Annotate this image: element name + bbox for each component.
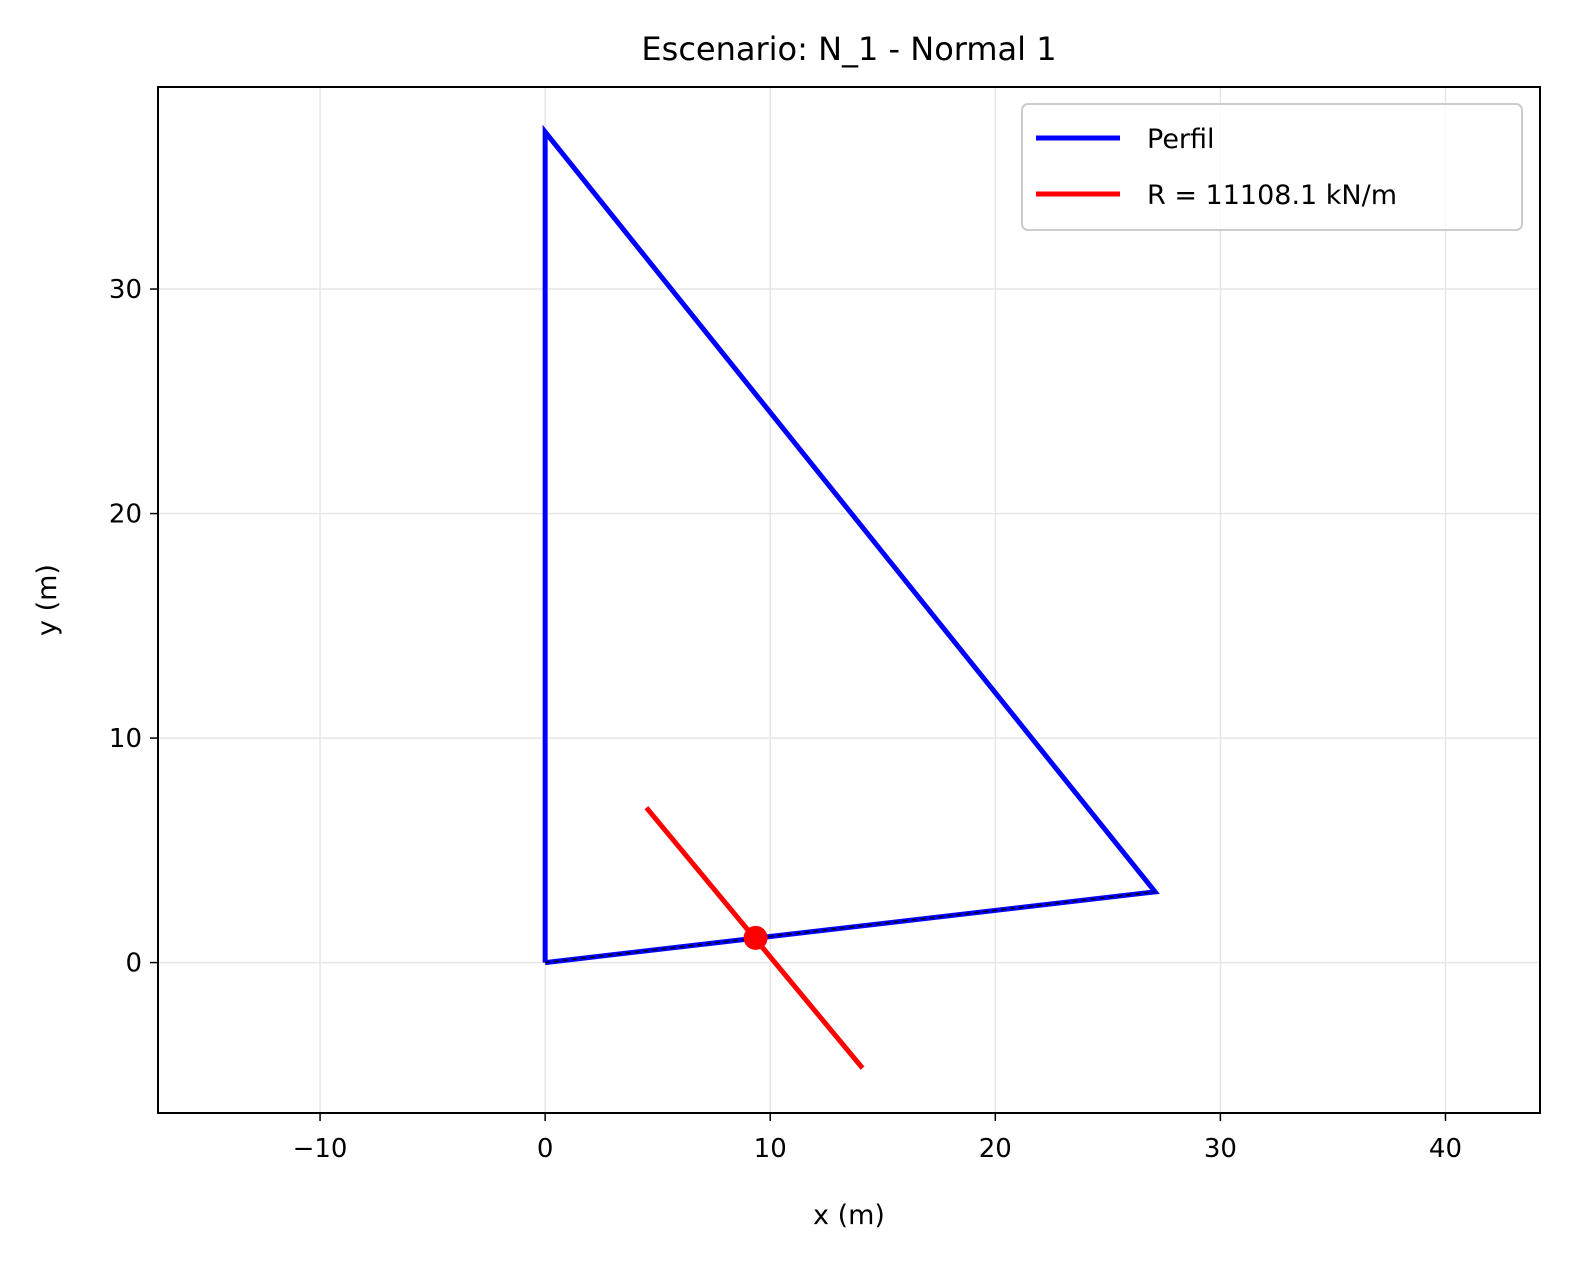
legend-label-resultant: R = 11108.1 kN/m: [1147, 180, 1397, 211]
application-point: [743, 925, 768, 950]
y-tick-label: 20: [109, 500, 142, 530]
x-tick-label: 40: [1429, 1134, 1462, 1164]
y-tick-label: 10: [109, 724, 142, 754]
legend: Perfil R = 11108.1 kN/m: [1021, 103, 1523, 231]
x-axis-label: x (m): [813, 1200, 885, 1231]
x-tick-label: −10: [293, 1134, 348, 1164]
base-line-dashed: [545, 891, 1156, 964]
x-tick-label: 10: [754, 1134, 787, 1164]
chart-title: Escenario: N_1 - Normal 1: [641, 30, 1056, 68]
plot-area: [542, 124, 1160, 1070]
x-tick-label: 20: [979, 1134, 1012, 1164]
y-tick-label: 30: [109, 275, 142, 305]
x-tick-label: 30: [1204, 1134, 1237, 1164]
ticks: −10 0 10 20 30 40 0 10 20 30: [109, 275, 1462, 1164]
x-tick-label: 0: [537, 1134, 554, 1164]
y-tick-label: 0: [125, 949, 142, 979]
axes-frame: [157, 86, 1541, 1114]
y-axis-label: y (m): [32, 564, 63, 636]
legend-box: [1021, 103, 1523, 231]
legend-label-perfil: Perfil: [1147, 124, 1215, 155]
